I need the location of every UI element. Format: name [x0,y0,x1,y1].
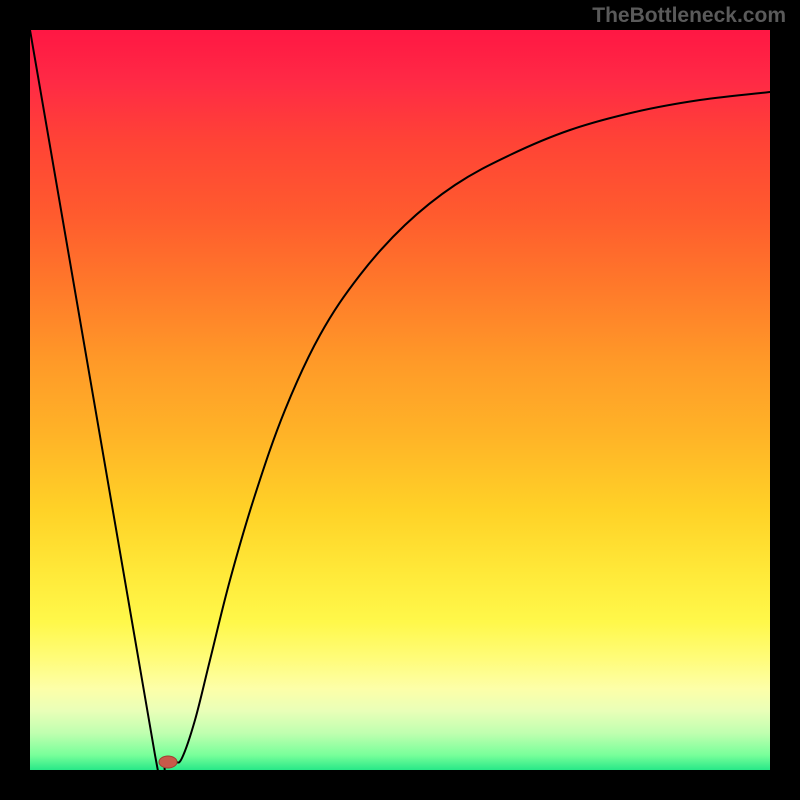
bottleneck-chart: TheBottleneck.com [0,0,800,800]
optimal-marker [159,756,177,768]
watermark-text: TheBottleneck.com [592,4,786,28]
chart-svg [0,0,800,800]
plot-background [30,30,770,770]
